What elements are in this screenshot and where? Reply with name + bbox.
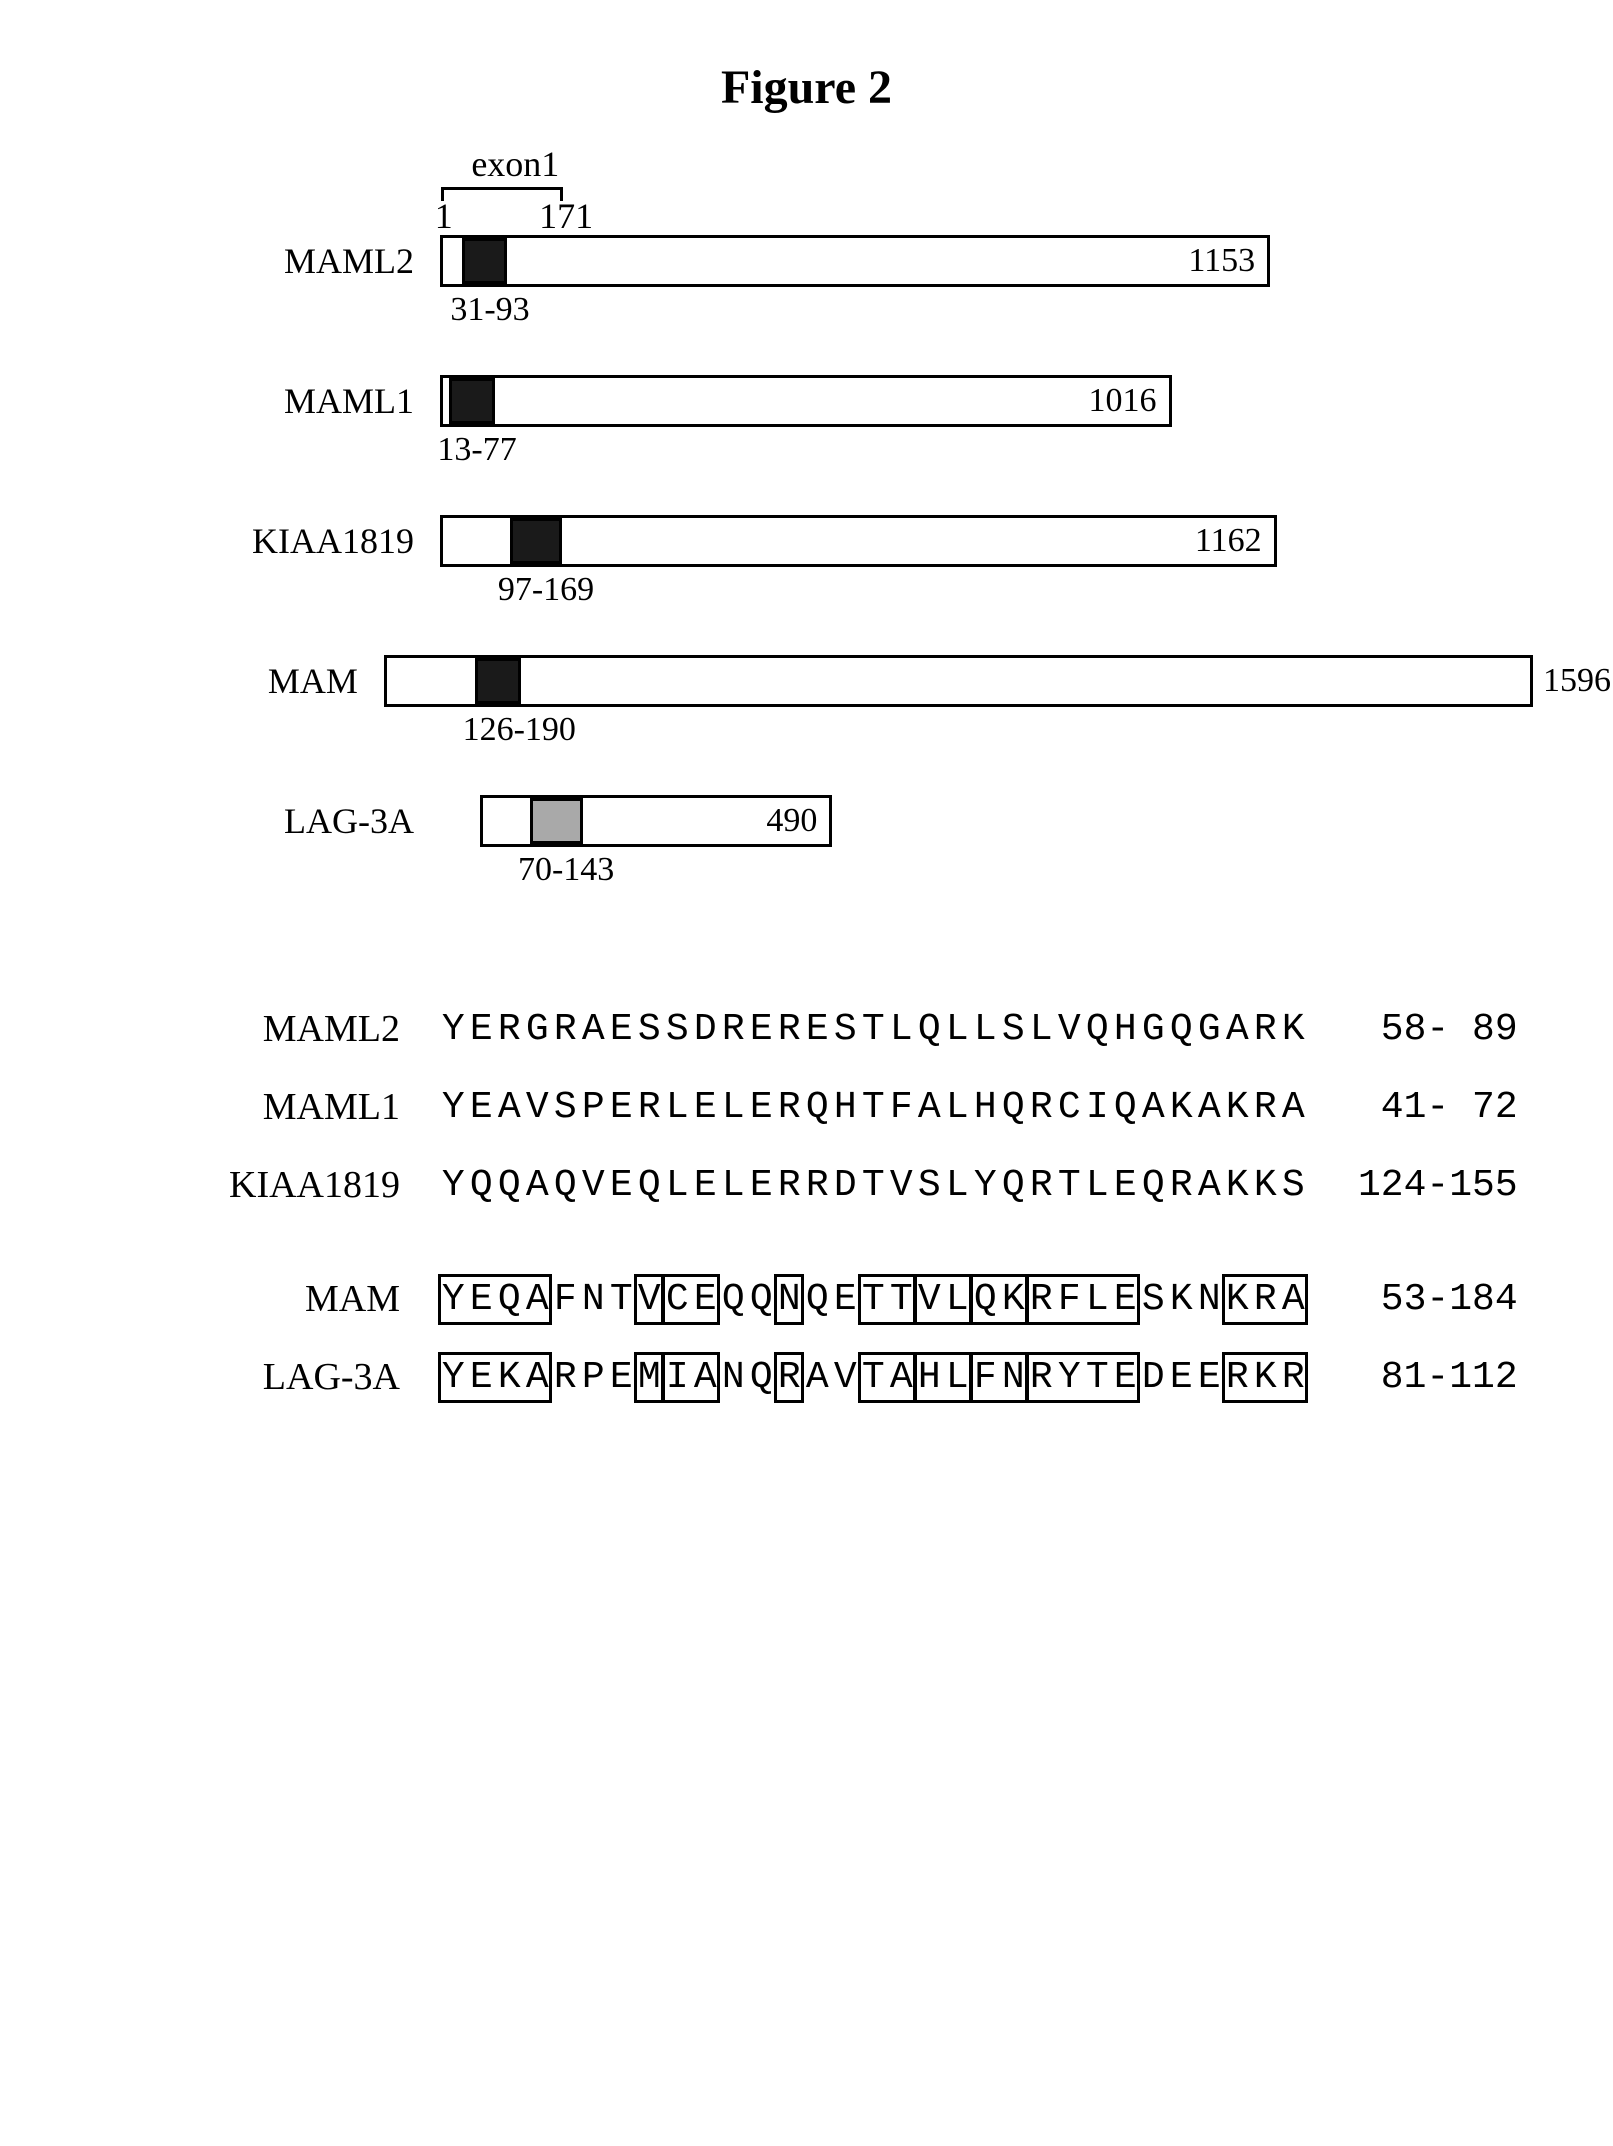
protein-schematic-panel: exon11171MAML2115331-93MAML1101613-77KIA… — [180, 235, 1533, 847]
protein-name-maml1: MAML1 — [180, 380, 440, 422]
protein-length-lag3a: 490 — [762, 802, 821, 840]
protein-bar-kiaa1819: 1162 — [440, 515, 1277, 567]
domain-box-mam — [475, 658, 521, 704]
domain-box-maml2 — [462, 238, 507, 284]
alignment-row: MAML2YERGRAESSDRERESTLQLLSLVQHGQGARK 58-… — [160, 1007, 1533, 1051]
domain-box-kiaa1819 — [510, 518, 562, 564]
exon-label: exon1 — [471, 143, 559, 185]
alignment-range-a-lag3a: 81-112 — [1308, 1356, 1518, 1399]
protein-length-mam: 1596 — [1533, 662, 1611, 700]
exon-start-tick: 1 — [435, 195, 453, 237]
protein-row: MAM1596126-190 — [180, 655, 1533, 707]
alignment-range-a-maml1: 41- 72 — [1308, 1086, 1518, 1129]
protein-name-maml2: MAML2 — [180, 240, 440, 282]
alignment-name-a-mam: MAM — [160, 1277, 440, 1321]
domain-range-mam: 126-190 — [463, 711, 576, 749]
alignment-row: KIAA1819YQQAQVEQLELERRDTVSLYQRTLEQRAKKS1… — [160, 1163, 1533, 1207]
protein-name-mam: MAM — [180, 660, 384, 702]
domain-range-maml2: 31-93 — [450, 291, 529, 329]
protein-row: MAML1101613-77 — [180, 375, 1533, 427]
alignment-seq-a-lag3a: YEKARPEMIANQRAVTAHLFNRYTEDEERKR — [440, 1356, 1308, 1399]
protein-bar-maml2: 1153 — [440, 235, 1270, 287]
domain-range-maml1: 13-77 — [437, 431, 516, 469]
domain-range-lag3a: 70-143 — [518, 851, 614, 889]
alignment-row: MAMYEQAFNTVCEQQNQETTVLQKRFLESKNKRA 53-18… — [160, 1277, 1533, 1321]
alignment-name-a-kiaa1819: KIAA1819 — [160, 1163, 440, 1207]
domain-range-kiaa1819: 97-169 — [498, 571, 594, 609]
protein-row: MAML2115331-93 — [180, 235, 1533, 287]
domain-box-maml1 — [449, 378, 495, 424]
figure-title: Figure 2 — [80, 60, 1533, 115]
protein-bar-maml1: 1016 — [440, 375, 1172, 427]
protein-length-maml1: 1016 — [1085, 382, 1161, 420]
alignment-range-a-mam: 53-184 — [1308, 1278, 1518, 1321]
protein-bar-mam — [384, 655, 1533, 707]
alignment-name-a-maml1: MAML1 — [160, 1085, 440, 1129]
domain-box-lag3a — [530, 798, 583, 844]
sequence-alignment-panel: MAML2YERGRAESSDRERESTLQLLSLVQHGQGARK 58-… — [160, 1007, 1533, 1399]
protein-row: LAG-3A49070-143 — [180, 795, 1533, 847]
alignment-name-a-maml2: MAML2 — [160, 1007, 440, 1051]
alignment-seq-a-kiaa1819: YQQAQVEQLELERRDTVSLYQRTLEQRAKKS — [440, 1164, 1308, 1207]
alignment-row: MAML1YEAVSPERLELERQHTFALHQRCIQAKAKRA 41-… — [160, 1085, 1533, 1129]
alignment-row: LAG-3AYEKARPEMIANQRAVTAHLFNRYTEDEERKR 81… — [160, 1355, 1533, 1399]
alignment-seq-a-maml2: YERGRAESSDRERESTLQLLSLVQHGQGARK — [440, 1008, 1308, 1051]
protein-name-kiaa1819: KIAA1819 — [180, 520, 440, 562]
protein-row: KIAA1819116297-169 — [180, 515, 1533, 567]
alignment-range-a-kiaa1819: 124-155 — [1308, 1164, 1518, 1207]
protein-length-kiaa1819: 1162 — [1191, 522, 1266, 560]
alignment-seq-a-mam: YEQAFNTVCEQQNQETTVLQKRFLESKNKRA — [440, 1278, 1308, 1321]
alignment-seq-a-maml1: YEAVSPERLELERQHTFALHQRCIQAKAKRA — [440, 1086, 1308, 1129]
exon-end-tick: 171 — [539, 195, 593, 237]
alignment-name-a-lag3a: LAG-3A — [160, 1355, 440, 1399]
protein-name-lag3a: LAG-3A — [180, 800, 440, 842]
protein-bar-lag3a: 490 — [480, 795, 833, 847]
alignment-range-a-maml2: 58- 89 — [1308, 1008, 1518, 1051]
protein-length-maml2: 1153 — [1184, 242, 1259, 280]
